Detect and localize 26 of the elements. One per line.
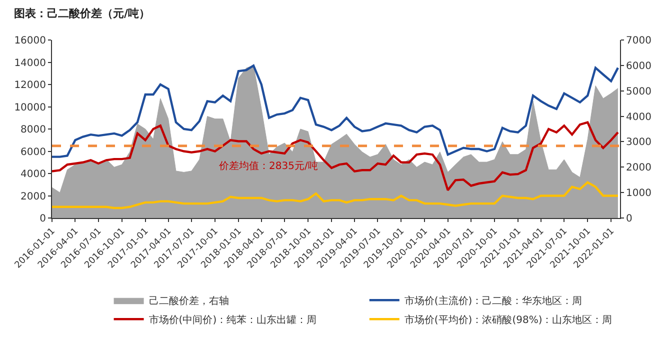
- y-tick-label: 8000: [20, 124, 46, 136]
- y-tick-label: 2000: [20, 191, 46, 202]
- line-series: [52, 64, 620, 158]
- y2-tick-label: 5000: [626, 86, 652, 98]
- y-tick-label: 4000: [20, 169, 46, 180]
- y-tick-label: 0: [40, 214, 46, 224]
- chart-title: 图表：己二酸价差（元/吨）: [14, 7, 150, 20]
- y2-tick-label: 1000: [626, 188, 652, 200]
- y2-tick-label: 3000: [626, 137, 652, 148]
- y2-tick-label: 4000: [626, 112, 652, 123]
- y-tick-label: 10000: [14, 102, 46, 114]
- y-tick-label: 14000: [14, 58, 46, 69]
- legend-label: 市场价(平均价)：浓硝酸(98%)：山东地区：周: [404, 314, 612, 326]
- y-tick-label: 12000: [14, 80, 46, 91]
- line-series: [52, 181, 620, 210]
- y2-tick-label: 7000: [626, 36, 652, 46]
- y2-tick-label: 2000: [626, 162, 652, 174]
- y2-tick-label: 0: [626, 214, 632, 224]
- y-tick-label: 16000: [14, 36, 46, 46]
- ref-line-label: 价差均值：2835元/吨: [218, 160, 318, 172]
- legend-label: 市场价(主流价)：己二酸：华东地区：周: [404, 295, 582, 308]
- line-series: [52, 121, 620, 192]
- y2-tick-label: 6000: [626, 60, 652, 72]
- legend-label: 市场价(中间价)：纯苯：山东出罐：周: [148, 314, 317, 326]
- y-tick-label: 6000: [20, 146, 46, 158]
- legend-label: 己二酸价差，右轴: [148, 295, 229, 308]
